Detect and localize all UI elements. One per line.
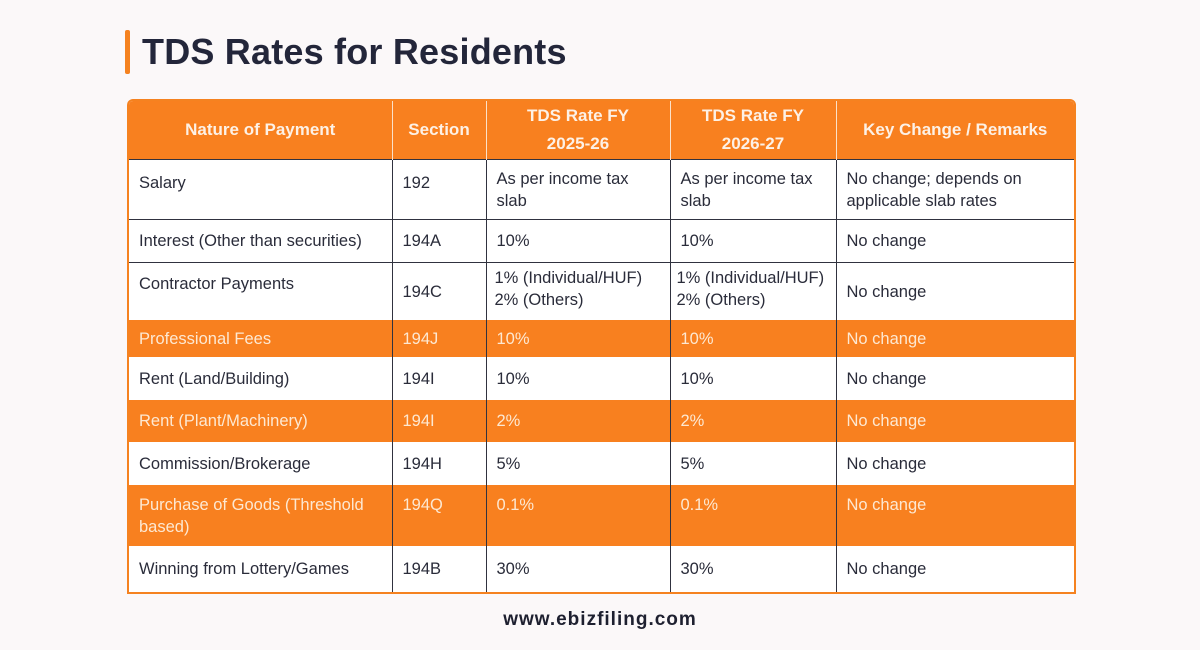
- table-row: Commission/Brokerage 194H 5% 5% No chang…: [129, 441, 1074, 486]
- cell-rate-2025-26: 10%: [486, 356, 671, 401]
- cell-remarks: No change: [836, 262, 1074, 321]
- table-row: Salary 192 As per income tax slab As per…: [129, 159, 1074, 220]
- table-row-highlighted: Rent (Plant/Machinery) 194I 2% 2% No cha…: [129, 400, 1074, 442]
- table-row-highlighted: Purchase of Goods (Threshold based) 194Q…: [129, 485, 1074, 546]
- table-header-row: Nature of Payment Section TDS Rate FY 20…: [129, 101, 1074, 160]
- cell-rate-2026-27: As per income tax slab: [670, 159, 837, 220]
- cell-section: 194H: [392, 441, 487, 486]
- header-rate-2026-27: TDS Rate FY 2026-27: [670, 101, 837, 160]
- cell-nature: Winning from Lottery/Games: [129, 545, 393, 592]
- contractor-rate-line1: 1% (Individual/HUF): [676, 269, 825, 287]
- table-row: Winning from Lottery/Games 194B 30% 30% …: [129, 545, 1074, 592]
- cell-remarks: No change; depends on applicable slab ra…: [836, 159, 1074, 220]
- cell-section: 194I: [392, 356, 487, 401]
- header-nature-of-payment: Nature of Payment: [129, 101, 393, 160]
- cell-section: 194J: [392, 320, 487, 357]
- cell-section: 194C: [392, 262, 487, 321]
- cell-remarks: No change: [836, 320, 1074, 357]
- cell-rate-2025-26: 1% (Individual/HUF) 2% (Others): [486, 262, 671, 321]
- contractor-rate-line2: 2% (Others): [676, 291, 766, 309]
- cell-rate-2025-26: 5%: [486, 441, 671, 486]
- cell-remarks: No change: [836, 219, 1074, 263]
- cell-rate-2025-26: 30%: [486, 545, 671, 592]
- header-section: Section: [392, 101, 487, 160]
- table-row-highlighted: Professional Fees 194J 10% 10% No change: [129, 320, 1074, 357]
- cell-remarks: No change: [836, 485, 1074, 546]
- header-rate-2026-27-line2: 2026-27: [721, 134, 785, 153]
- cell-remarks: No change: [836, 545, 1074, 592]
- cell-nature: Rent (Plant/Machinery): [129, 400, 393, 442]
- cell-nature: Purchase of Goods (Threshold based): [129, 485, 393, 546]
- cell-nature: Professional Fees: [129, 320, 393, 357]
- cell-section: 194A: [392, 219, 487, 263]
- cell-rate-2026-27: 30%: [670, 545, 837, 592]
- cell-nature: Rent (Land/Building): [129, 356, 393, 401]
- cell-section: 194B: [392, 545, 487, 592]
- header-rate-2025-26: TDS Rate FY 2025-26: [486, 101, 671, 160]
- cell-nature: Contractor Payments: [129, 262, 393, 321]
- page-header: TDS Rates for Residents: [125, 30, 567, 74]
- contractor-rate-line2: 2% (Others): [494, 291, 584, 309]
- header-remarks: Key Change / Remarks: [836, 101, 1074, 160]
- website-url[interactable]: www.ebizfiling.com: [503, 609, 697, 630]
- cell-rate-2026-27: 10%: [670, 320, 837, 357]
- cell-rate-2025-26: 2%: [486, 400, 671, 442]
- cell-nature: Commission/Brokerage: [129, 441, 393, 486]
- cell-remarks: No change: [836, 400, 1074, 442]
- cell-section: 192: [392, 159, 487, 220]
- header-rate-2025-26-line1: TDS Rate FY: [526, 106, 630, 125]
- cell-rate-2025-26: As per income tax slab: [486, 159, 671, 220]
- table-row: Rent (Land/Building) 194I 10% 10% No cha…: [129, 356, 1074, 401]
- header-rate-2025-26-line2: 2025-26: [546, 134, 610, 153]
- cell-nature: Interest (Other than securities): [129, 219, 393, 263]
- contractor-rate-line1: 1% (Individual/HUF): [494, 269, 643, 287]
- tds-rates-table: Nature of Payment Section TDS Rate FY 20…: [127, 99, 1076, 594]
- cell-rate-2026-27: 5%: [670, 441, 837, 486]
- page-title: TDS Rates for Residents: [142, 31, 567, 72]
- title-accent-bar: [125, 30, 130, 74]
- cell-section: 194Q: [392, 485, 487, 546]
- cell-rate-2026-27: 0.1%: [670, 485, 837, 546]
- table-row: Interest (Other than securities) 194A 10…: [129, 219, 1074, 263]
- cell-rate-2026-27: 2%: [670, 400, 837, 442]
- cell-rate-2025-26: 10%: [486, 320, 671, 357]
- cell-rate-2026-27: 1% (Individual/HUF) 2% (Others): [670, 262, 837, 321]
- cell-rate-2025-26: 0.1%: [486, 485, 671, 546]
- cell-rate-2026-27: 10%: [670, 219, 837, 263]
- cell-remarks: No change: [836, 441, 1074, 486]
- cell-rate-2025-26: 10%: [486, 219, 671, 263]
- cell-rate-2026-27: 10%: [670, 356, 837, 401]
- cell-nature: Salary: [129, 159, 393, 220]
- header-rate-2026-27-line1: TDS Rate FY: [701, 106, 805, 125]
- table-row: Contractor Payments 194C 1% (Individual/…: [129, 262, 1074, 321]
- cell-remarks: No change: [836, 356, 1074, 401]
- cell-section: 194I: [392, 400, 487, 442]
